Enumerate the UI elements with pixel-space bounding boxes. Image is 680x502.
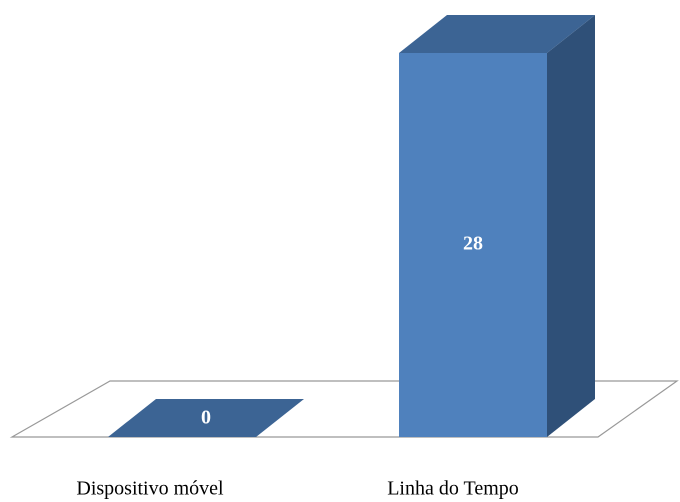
value-label: 0 <box>201 407 211 429</box>
x-tick-label: Linha do Tempo <box>387 478 519 500</box>
value-label: 28 <box>463 233 483 255</box>
bar <box>399 15 595 437</box>
bar <box>108 399 304 437</box>
bar-side <box>547 15 595 437</box>
bar-front <box>399 53 547 437</box>
x-tick-label: Dispositivo móvel <box>76 478 224 500</box>
bar-top <box>108 399 304 437</box>
bar-top <box>399 15 595 53</box>
